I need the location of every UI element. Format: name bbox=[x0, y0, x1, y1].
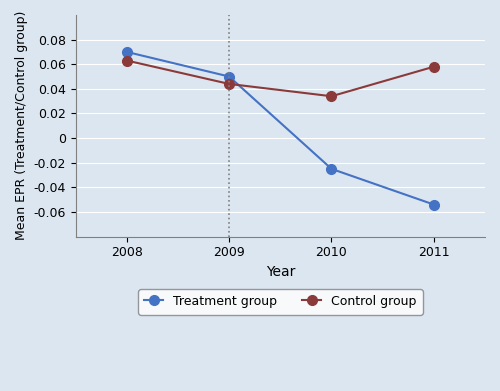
Treatment group bbox=[431, 202, 437, 207]
Control group bbox=[124, 58, 130, 63]
Control group bbox=[226, 82, 232, 86]
Legend: Treatment group, Control group: Treatment group, Control group bbox=[138, 289, 422, 314]
Control group bbox=[328, 94, 334, 99]
Y-axis label: Mean EPR (Treatment/Control group): Mean EPR (Treatment/Control group) bbox=[15, 11, 28, 240]
Line: Treatment group: Treatment group bbox=[122, 47, 438, 210]
Treatment group bbox=[124, 50, 130, 54]
X-axis label: Year: Year bbox=[266, 265, 295, 279]
Treatment group bbox=[226, 74, 232, 79]
Control group bbox=[431, 65, 437, 69]
Line: Control group: Control group bbox=[122, 56, 438, 101]
Treatment group bbox=[328, 167, 334, 171]
